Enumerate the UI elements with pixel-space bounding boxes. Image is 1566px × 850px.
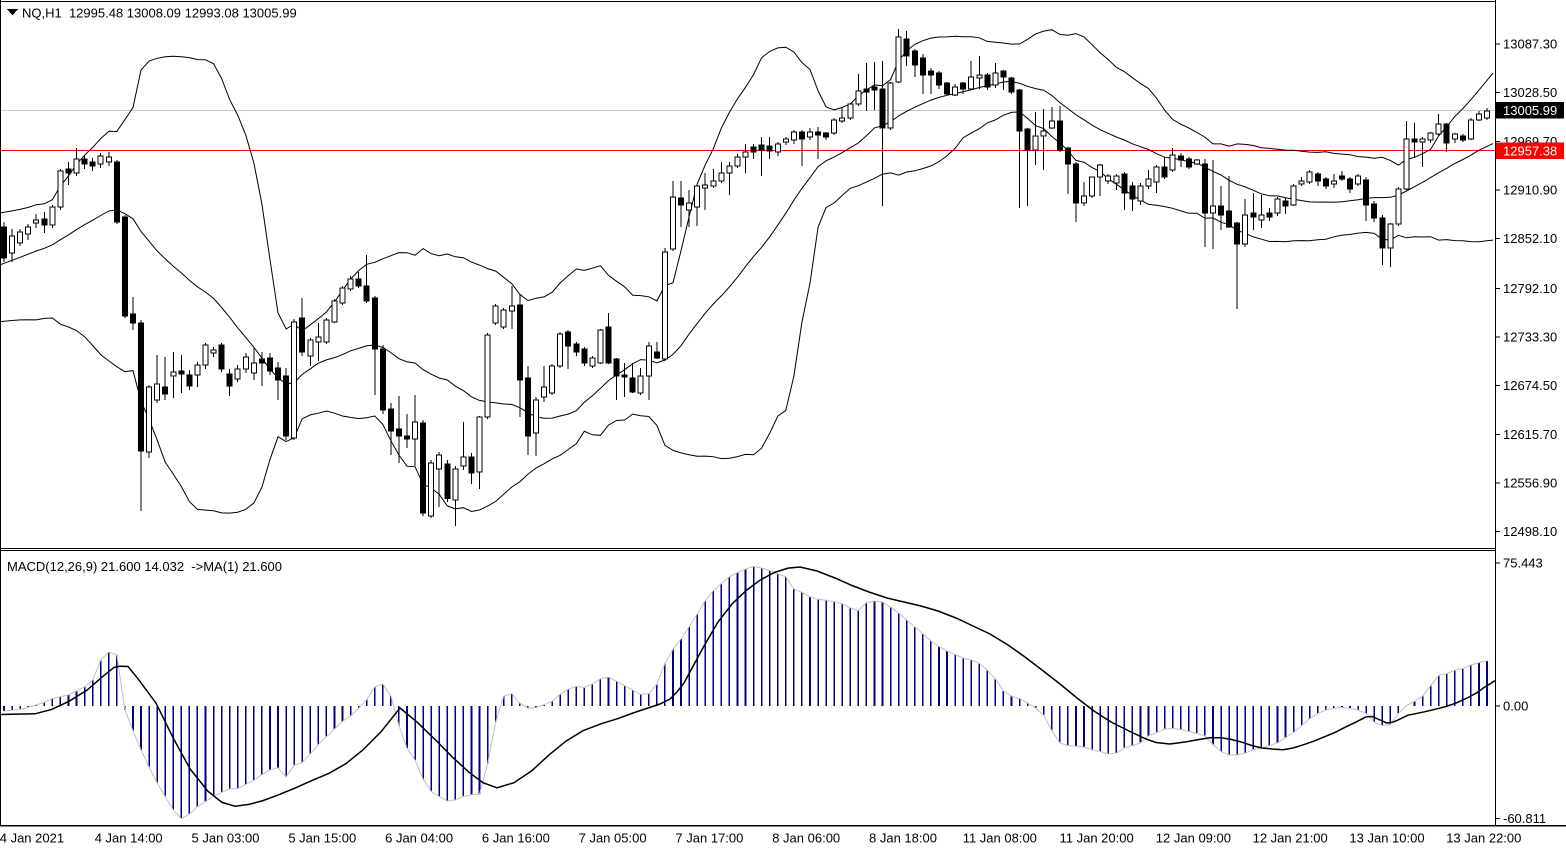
svg-text:11 Jan 08:00: 11 Jan 08:00	[963, 831, 1037, 846]
svg-text:12498.10: 12498.10	[1503, 524, 1557, 539]
svg-text:12 Jan 09:00: 12 Jan 09:00	[1156, 831, 1231, 846]
svg-text:13087.30: 13087.30	[1503, 37, 1557, 52]
svg-text:13028.50: 13028.50	[1503, 85, 1557, 100]
svg-text:12733.30: 12733.30	[1503, 330, 1557, 345]
svg-text:4 Jan 2021: 4 Jan 2021	[0, 831, 64, 846]
svg-text:75.443: 75.443	[1503, 556, 1543, 571]
svg-text:NQ,H1 12995.48 13008.09 12993: NQ,H1 12995.48 13008.09 12993.08 13005.9…	[22, 6, 297, 21]
svg-text:12674.50: 12674.50	[1503, 378, 1557, 393]
svg-text:0.00: 0.00	[1503, 699, 1528, 714]
svg-text:12792.10: 12792.10	[1503, 281, 1557, 296]
svg-text:7 Jan 17:00: 7 Jan 17:00	[675, 831, 743, 846]
svg-text:6 Jan 16:00: 6 Jan 16:00	[482, 831, 550, 846]
svg-text:8 Jan 18:00: 8 Jan 18:00	[869, 831, 937, 846]
svg-text:MACD(12,26,9) 21.600 14.032 -: MACD(12,26,9) 21.600 14.032 ->MA(1) 21.6…	[7, 559, 282, 574]
svg-text:12 Jan 21:00: 12 Jan 21:00	[1253, 831, 1328, 846]
svg-text:12910.90: 12910.90	[1503, 183, 1557, 198]
svg-text:8 Jan 06:00: 8 Jan 06:00	[772, 831, 840, 846]
svg-text:5 Jan 03:00: 5 Jan 03:00	[192, 831, 260, 846]
svg-text:4 Jan 14:00: 4 Jan 14:00	[95, 831, 163, 846]
svg-text:6 Jan 04:00: 6 Jan 04:00	[385, 831, 453, 846]
svg-text:12852.10: 12852.10	[1503, 231, 1557, 246]
svg-text:13 Jan 22:00: 13 Jan 22:00	[1446, 831, 1521, 846]
svg-text:12556.90: 12556.90	[1503, 476, 1557, 491]
svg-text:13005.99: 13005.99	[1503, 103, 1557, 118]
svg-text:12615.70: 12615.70	[1503, 427, 1557, 442]
svg-text:13 Jan 10:00: 13 Jan 10:00	[1349, 831, 1424, 846]
svg-text:12957.38: 12957.38	[1503, 143, 1557, 158]
svg-text:5 Jan 15:00: 5 Jan 15:00	[288, 831, 356, 846]
svg-text:11 Jan 20:00: 11 Jan 20:00	[1059, 831, 1133, 846]
svg-text:7 Jan 05:00: 7 Jan 05:00	[579, 831, 647, 846]
svg-text:-60.811: -60.811	[1503, 811, 1546, 826]
